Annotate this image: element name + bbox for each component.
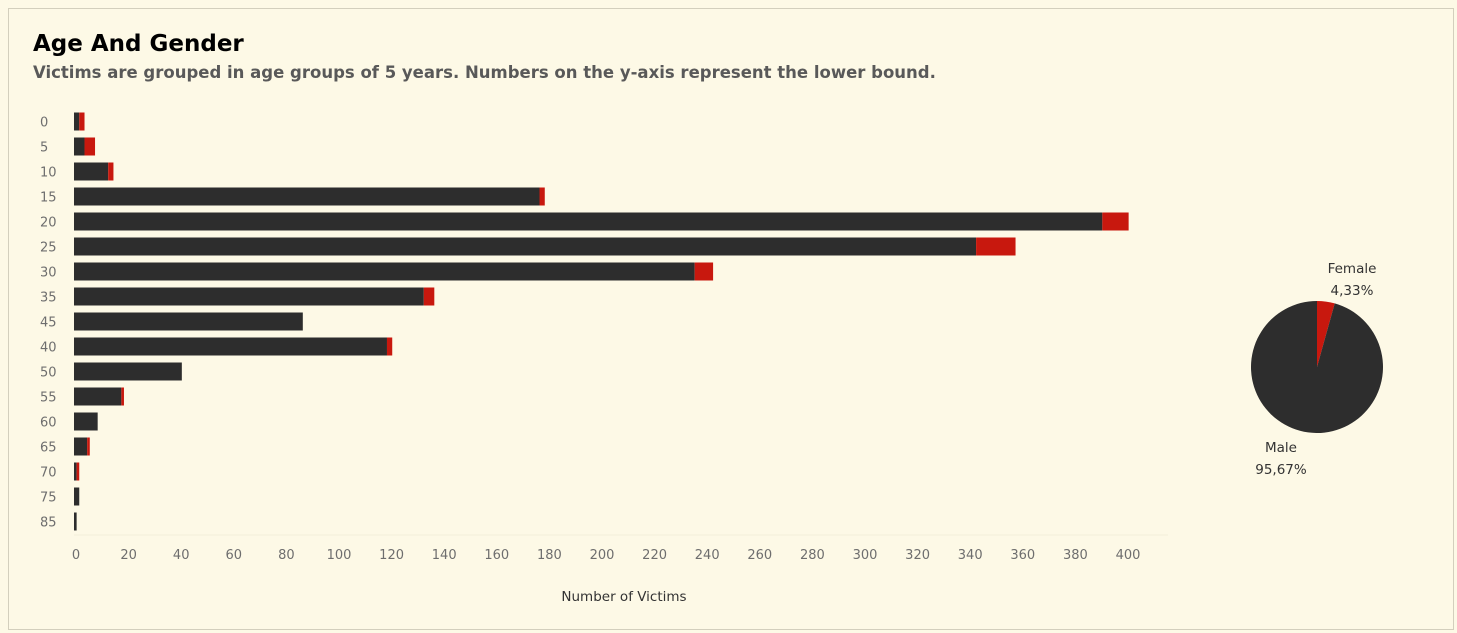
bar-male-40 <box>74 337 387 356</box>
y-tick-label-45: 45 <box>40 316 57 331</box>
bar-male-25 <box>74 237 977 256</box>
x-tick-label-400: 400 <box>1116 548 1141 563</box>
x-tick-label-280: 280 <box>800 548 825 563</box>
bar-female-20 <box>1102 212 1129 231</box>
x-tick-label-360: 360 <box>1010 548 1035 563</box>
bar-male-20 <box>74 212 1103 231</box>
y-tick-label-0: 0 <box>40 116 48 131</box>
bar-male-70 <box>74 462 77 481</box>
x-tick-label-160: 160 <box>484 548 509 563</box>
pie-label-female-percent: 4,33% <box>1331 283 1374 299</box>
page-subtitle: Victims are grouped in age groups of 5 y… <box>33 63 936 82</box>
bar-female-10 <box>108 162 114 181</box>
x-tick-label-300: 300 <box>853 548 878 563</box>
x-tick-label-60: 60 <box>226 548 243 563</box>
gender-pie-chart: Female 4,33% Male 95,67% <box>1250 261 1383 478</box>
x-tick-label-80: 80 <box>278 548 295 563</box>
y-tick-label-15: 15 <box>40 191 57 206</box>
x-tick-label-20: 20 <box>120 548 137 563</box>
x-tick-label-40: 40 <box>173 548 190 563</box>
x-tick-label-260: 260 <box>747 548 772 563</box>
x-tick-label-240: 240 <box>695 548 720 563</box>
x-axis-title: Number of Victims <box>561 589 686 605</box>
bar-male-35 <box>74 287 424 306</box>
pie-label-male-percent: 95,67% <box>1255 462 1307 478</box>
bar-female-30 <box>694 262 714 281</box>
y-tick-label-50: 50 <box>40 366 57 381</box>
y-tick-label-55: 55 <box>40 391 57 406</box>
bar-group <box>74 112 1129 531</box>
pie-slice-female <box>1317 301 1335 367</box>
bar-male-75 <box>74 487 80 506</box>
y-tick-label-10: 10 <box>40 166 57 181</box>
x-tick-label-320: 320 <box>905 548 930 563</box>
x-tick-label-200: 200 <box>590 548 615 563</box>
x-axis-ticks: 0 20 40 60 80 100 120 140 160 180 200 220 240 260 280 3… <box>72 548 1141 563</box>
y-axis-labels: 0 5 10 15 20 25 30 35 45 40 50 55 60 65 70 75 85 <box>40 116 57 531</box>
x-tick-label-220: 220 <box>642 548 667 563</box>
bar-female-0 <box>79 112 85 131</box>
bar-male-10 <box>74 162 109 181</box>
pie-slices <box>1250 301 1383 434</box>
x-tick-label-140: 140 <box>432 548 457 563</box>
x-tick-label-380: 380 <box>1063 548 1088 563</box>
bar-male-65 <box>74 437 88 456</box>
bar-female-35 <box>423 287 435 306</box>
y-tick-label-30: 30 <box>40 266 57 281</box>
bar-male-85 <box>74 512 77 531</box>
y-tick-label-25: 25 <box>40 241 57 256</box>
bar-male-5 <box>74 137 85 156</box>
x-tick-label-180: 180 <box>537 548 562 563</box>
pie-slice-male <box>1250 301 1383 434</box>
bar-female-70 <box>76 462 80 481</box>
bar-female-40 <box>386 337 393 356</box>
pie-label-male-name: Male <box>1265 440 1297 456</box>
y-tick-label-70: 70 <box>40 466 57 481</box>
x-tick-label-120: 120 <box>379 548 404 563</box>
bar-male-30 <box>74 262 695 281</box>
y-tick-label-65: 65 <box>40 441 57 456</box>
bar-female-15 <box>539 187 545 206</box>
bar-male-0 <box>74 112 80 131</box>
x-tick-label-0: 0 <box>72 548 80 563</box>
bar-female-5 <box>84 137 96 156</box>
bar-female-65 <box>87 437 90 456</box>
x-tick-label-340: 340 <box>958 548 983 563</box>
y-tick-label-35: 35 <box>40 291 57 306</box>
pie-label-female-name: Female <box>1328 261 1377 277</box>
y-tick-label-60: 60 <box>40 416 57 431</box>
bar-male-50 <box>74 362 182 381</box>
y-tick-label-20: 20 <box>40 216 57 231</box>
bar-female-55 <box>121 387 124 406</box>
bar-male-15 <box>74 187 540 206</box>
y-tick-label-75: 75 <box>40 491 57 506</box>
y-tick-label-5: 5 <box>40 141 48 156</box>
y-tick-label-85: 85 <box>40 516 57 531</box>
x-tick-label-100: 100 <box>327 548 352 563</box>
bar-male-60 <box>74 412 98 431</box>
age-bar-chart: 0 5 10 15 20 25 30 35 45 40 50 55 60 65 70 75 85 0 20 40 60… <box>40 112 1168 605</box>
page-title: Age And Gender <box>33 31 244 57</box>
bar-male-45 <box>74 312 303 331</box>
bar-female-25 <box>976 237 1016 256</box>
y-tick-label-40: 40 <box>40 341 57 356</box>
bar-male-55 <box>74 387 122 406</box>
